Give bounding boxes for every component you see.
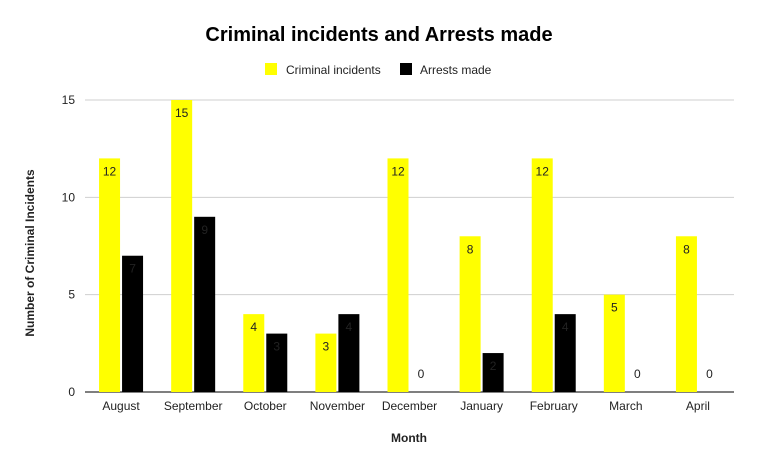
bars [99, 100, 697, 392]
bar-criminal-incidents [171, 100, 193, 392]
bar-criminal-incidents [99, 158, 121, 392]
bar-value-label: 0 [706, 367, 713, 381]
x-tick-label: April [686, 399, 710, 413]
legend-swatch-criminal-incidents [265, 63, 277, 75]
bar-value-label: 3 [273, 340, 280, 354]
bar-value-label: 0 [634, 367, 641, 381]
bar-value-label: 9 [201, 223, 208, 237]
bar-value-label: 4 [346, 320, 353, 334]
bar-value-label: 8 [467, 242, 474, 256]
bar-arrests-made [338, 314, 360, 392]
x-axis-title: Month [391, 431, 427, 445]
legend-swatch-arrests-made [400, 63, 412, 75]
bar-value-label: 15 [175, 106, 189, 120]
bar-value-label: 8 [683, 242, 690, 256]
legend: Criminal incidents Arrests made [265, 63, 492, 77]
bar-value-label: 2 [490, 359, 497, 373]
bar-value-label: 4 [250, 320, 257, 334]
bar-arrests-made [482, 353, 504, 392]
x-axis-ticks: August September October November December Ja… [102, 399, 710, 413]
bar-arrests-made [122, 255, 144, 392]
bar-criminal-incidents [243, 314, 265, 392]
bar-criminal-incidents [315, 333, 337, 392]
gridlines [85, 99, 734, 393]
bar-arrests-made [266, 333, 288, 392]
bar-value-label: 12 [103, 164, 117, 178]
y-tick-label: 5 [68, 288, 75, 302]
y-tick-label: 10 [62, 190, 76, 204]
x-tick-label: November [310, 399, 365, 413]
y-axis-ticks: 0 5 10 15 [62, 93, 76, 399]
bar-value-label: 7 [129, 262, 136, 276]
legend-label-arrests-made: Arrests made [420, 63, 492, 77]
legend-label-criminal-incidents: Criminal incidents [286, 63, 381, 77]
x-tick-label: February [530, 399, 578, 413]
bar-arrests-made [554, 314, 576, 392]
bar-criminal-incidents [603, 294, 625, 392]
x-tick-label: January [460, 399, 503, 413]
bar-criminal-incidents [387, 158, 409, 392]
bar-criminal-incidents [675, 236, 697, 392]
bar-value-label: 0 [418, 367, 425, 381]
bar-value-label: 5 [611, 301, 618, 315]
x-tick-label: March [609, 399, 642, 413]
y-tick-label: 0 [68, 385, 75, 399]
x-tick-label: October [244, 399, 287, 413]
bar-labels: 12 7 15 9 4 3 3 4 12 0 8 2 12 4 5 0 8 0 [103, 106, 713, 381]
y-axis-title: Number of Criminal Incidents [23, 169, 37, 337]
bar-value-label: 12 [536, 164, 550, 178]
chart-title: Criminal incidents and Arrests made [205, 24, 552, 46]
bar-value-label: 12 [391, 164, 405, 178]
x-tick-label: August [102, 399, 140, 413]
bar-value-label: 3 [323, 340, 330, 354]
x-tick-label: December [382, 399, 437, 413]
bar-arrests-made [194, 216, 216, 392]
x-tick-label: September [164, 399, 223, 413]
bar-criminal-incidents [459, 236, 481, 392]
y-tick-label: 15 [62, 93, 76, 107]
bar-criminal-incidents [531, 158, 553, 392]
bar-value-label: 4 [562, 320, 569, 334]
